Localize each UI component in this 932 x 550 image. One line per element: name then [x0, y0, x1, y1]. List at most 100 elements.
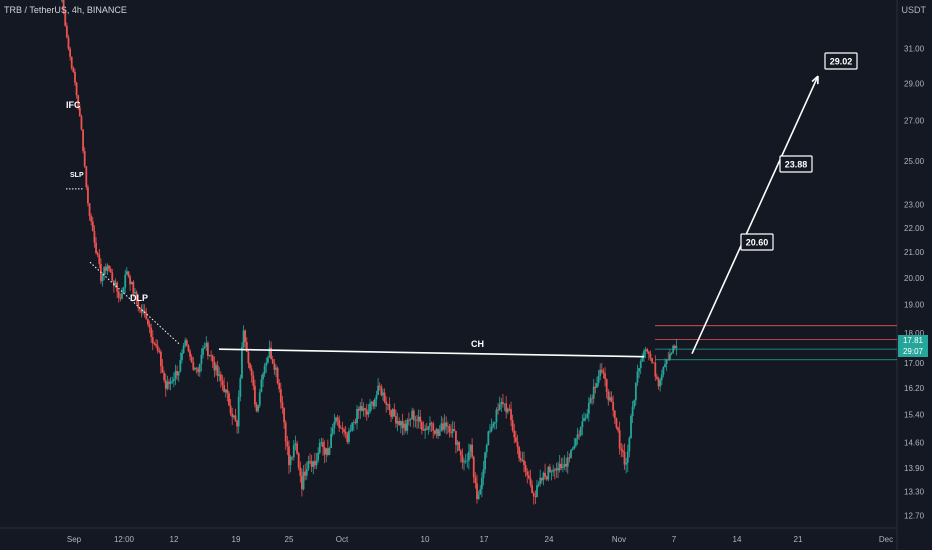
candle-body — [203, 347, 206, 349]
candle-body — [524, 465, 527, 472]
candle-body — [534, 496, 537, 498]
candle-body — [456, 442, 459, 445]
candle-body — [343, 429, 345, 432]
candle-body — [424, 428, 427, 431]
candle-body — [403, 423, 405, 429]
candle-body — [228, 393, 230, 406]
candle-body — [605, 379, 608, 392]
candle-body — [351, 422, 354, 431]
candle-body — [116, 282, 119, 292]
candle-body — [185, 340, 188, 346]
projection-arrowhead — [811, 75, 819, 85]
candle-body — [471, 444, 474, 457]
y-tick-label: 25.00 — [904, 157, 925, 166]
candle-body — [241, 347, 243, 379]
candle-body — [367, 411, 370, 415]
candle-body — [630, 416, 632, 438]
candle-body — [194, 367, 196, 370]
candle-body — [132, 281, 135, 294]
candle-body — [536, 485, 538, 497]
candle-body — [304, 471, 307, 476]
candle-body — [549, 466, 551, 473]
candle-body — [651, 357, 653, 363]
candle-body — [112, 280, 115, 287]
symbol-title: TRB / TetherUS, 4h, BINANCE — [4, 5, 127, 15]
candle-body — [244, 330, 247, 343]
candle-body — [226, 389, 229, 394]
target-label: 20.60 — [746, 238, 769, 248]
candle-body — [497, 409, 499, 411]
candle-body — [665, 359, 668, 364]
candle-body — [510, 409, 512, 421]
candle-body — [578, 434, 581, 436]
candle-body — [450, 432, 452, 434]
candle-body — [216, 365, 219, 376]
candle-body — [106, 265, 109, 271]
candle-body — [668, 353, 671, 360]
candle-body — [166, 381, 169, 389]
candle-body — [354, 422, 357, 424]
candle-body — [390, 410, 392, 417]
candle-body — [480, 477, 483, 490]
candle-body — [443, 422, 446, 430]
candle-body — [610, 397, 613, 403]
candle-body — [474, 477, 477, 484]
candle-body — [487, 431, 490, 445]
candle-body — [281, 402, 284, 409]
candle-body — [420, 422, 423, 430]
candle-body — [153, 343, 156, 345]
candle-body — [206, 342, 209, 356]
candle-body — [523, 460, 525, 466]
candle-body — [61, 0, 63, 1]
candle-body — [531, 485, 534, 494]
candle-body — [296, 443, 298, 454]
candle-body — [161, 366, 164, 373]
x-tick-label: 24 — [545, 535, 554, 544]
candle-body — [558, 463, 561, 471]
candle-body — [352, 422, 355, 423]
candle-body — [675, 345, 678, 349]
target-box — [779, 155, 813, 173]
candle-body — [124, 274, 127, 288]
candle-body — [331, 427, 334, 434]
candle-body — [176, 371, 178, 376]
x-tick-label: Oct — [336, 535, 349, 544]
candle-body — [195, 367, 198, 370]
candle-body — [592, 386, 595, 399]
candle-body — [673, 345, 676, 349]
candle-body — [412, 410, 415, 421]
candle-body — [121, 293, 123, 299]
x-tick-label: 10 — [421, 535, 430, 544]
candle-body — [539, 477, 542, 484]
annotation-slp: SLP — [70, 172, 84, 179]
candle-body — [335, 417, 337, 422]
candle-body — [349, 430, 352, 432]
candle-body — [78, 107, 81, 117]
candle-body — [612, 402, 615, 411]
candle-body — [664, 363, 666, 368]
candle-body — [323, 447, 326, 455]
candle-body — [65, 25, 68, 38]
candle-body — [265, 362, 268, 366]
candle-body — [221, 380, 224, 386]
y-tick-label: 23.00 — [904, 201, 925, 210]
candle-body — [490, 426, 493, 432]
candle-body — [301, 475, 303, 490]
candle-body — [182, 345, 185, 353]
candle-body — [211, 355, 214, 362]
candle-body — [573, 445, 576, 449]
candle-body — [254, 385, 256, 405]
annotation-dlp: DLP — [130, 293, 148, 303]
candle-body — [442, 423, 444, 430]
candle-body — [155, 344, 157, 346]
candle-body — [385, 401, 388, 405]
candle-body — [77, 95, 80, 108]
candle-body — [362, 408, 365, 411]
candle-body — [289, 456, 292, 466]
candle-body — [542, 472, 545, 481]
x-tick-label: 7 — [672, 535, 677, 544]
candle-body — [646, 349, 649, 352]
candle-body — [529, 478, 532, 486]
candle-body — [72, 68, 75, 72]
